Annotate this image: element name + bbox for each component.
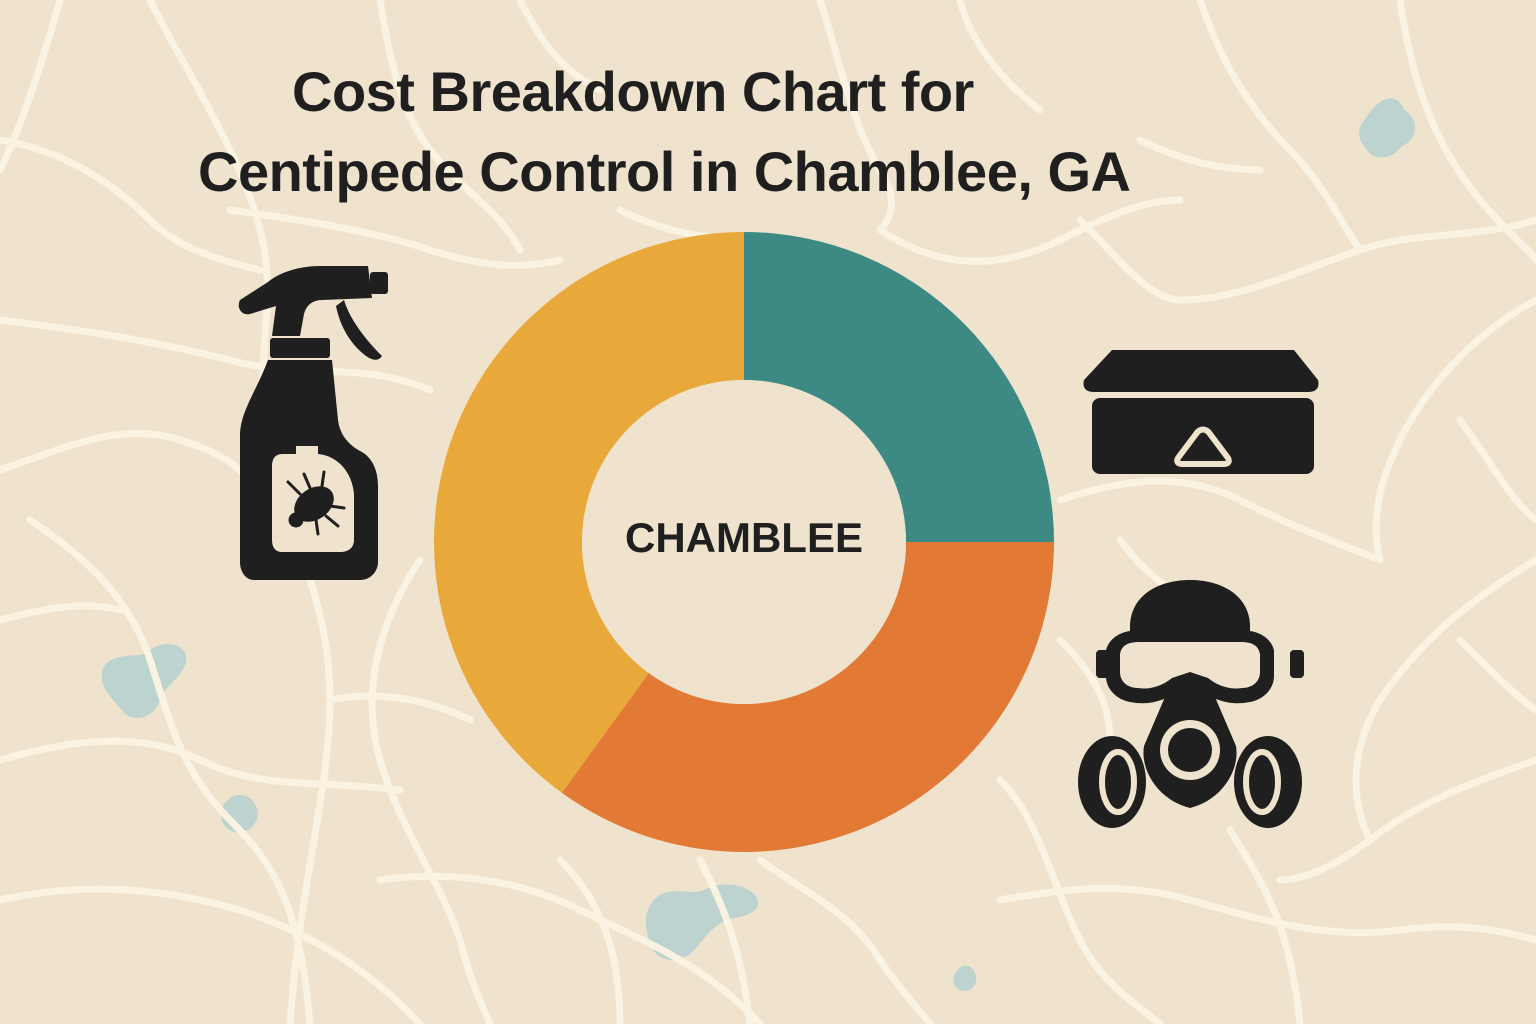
road	[556, 856, 624, 1024]
road	[0, 136, 264, 274]
road	[1226, 826, 1304, 1024]
water-body	[953, 965, 977, 992]
bug-head	[288, 512, 304, 528]
mask-strap-right	[1290, 650, 1304, 678]
water-bodies	[101, 98, 1416, 992]
road	[876, 196, 1184, 265]
road	[1456, 416, 1536, 524]
road	[226, 206, 564, 269]
center-label: CHAMBLEE	[625, 514, 863, 561]
road	[1396, 0, 1536, 264]
mask-filter-left-ring	[1099, 749, 1137, 815]
donut-hole	[582, 380, 906, 704]
bug-leg	[286, 480, 302, 496]
road	[376, 872, 764, 1024]
bait-station-lid	[1083, 350, 1319, 392]
mask-strap-left	[1096, 650, 1110, 678]
bug-leg	[314, 518, 320, 536]
bug-icon	[286, 470, 346, 536]
road	[1056, 477, 1384, 564]
road	[1372, 296, 1536, 564]
chart-title-line-2: Centipede Control in Chamblee, GA	[198, 140, 1131, 203]
road	[996, 776, 1164, 1024]
bug-leg	[324, 514, 340, 528]
road	[956, 0, 1044, 114]
road	[1352, 556, 1536, 844]
road	[376, 0, 524, 254]
road	[1196, 0, 1364, 254]
bait-station-entry	[1174, 426, 1232, 467]
spray-trigger-head	[238, 266, 372, 336]
bait-station-base	[1092, 398, 1314, 474]
road	[1136, 136, 1264, 174]
spray-trigger	[336, 300, 382, 360]
road	[0, 0, 64, 174]
spray-nozzle	[370, 272, 388, 294]
spray-neck	[270, 338, 330, 358]
bug-leg	[302, 472, 312, 490]
road	[326, 692, 474, 724]
respirator-mask-icon	[1078, 580, 1304, 828]
road	[1056, 636, 1114, 744]
road	[756, 856, 934, 1024]
road	[0, 316, 434, 394]
mask-valve	[1168, 728, 1212, 772]
bug-leg	[328, 504, 346, 510]
mask-goggle-lens	[1120, 642, 1260, 689]
pie-slice-3	[434, 232, 744, 793]
road	[696, 856, 754, 1024]
road	[368, 556, 494, 1024]
road	[1456, 636, 1536, 714]
water-body	[101, 643, 187, 718]
road	[516, 0, 604, 94]
road	[1276, 756, 1536, 884]
chart-title-line-1: Cost Breakdown Chart for	[292, 60, 974, 123]
road	[0, 602, 124, 624]
spray-bottle-icon	[238, 266, 388, 580]
bug-leg	[320, 470, 326, 488]
road	[0, 885, 424, 1024]
road	[816, 0, 896, 234]
road	[1076, 216, 1184, 304]
water-body	[1359, 98, 1416, 158]
donut-chart	[434, 232, 1054, 852]
water-body	[646, 884, 759, 961]
pie-slice-2	[561, 542, 1054, 852]
road	[0, 737, 404, 794]
pie-slice-1	[744, 232, 1054, 542]
bait-station-icon	[1083, 350, 1319, 474]
mask-filter-right-ring	[1243, 749, 1281, 815]
mask-helmet	[1130, 580, 1250, 638]
